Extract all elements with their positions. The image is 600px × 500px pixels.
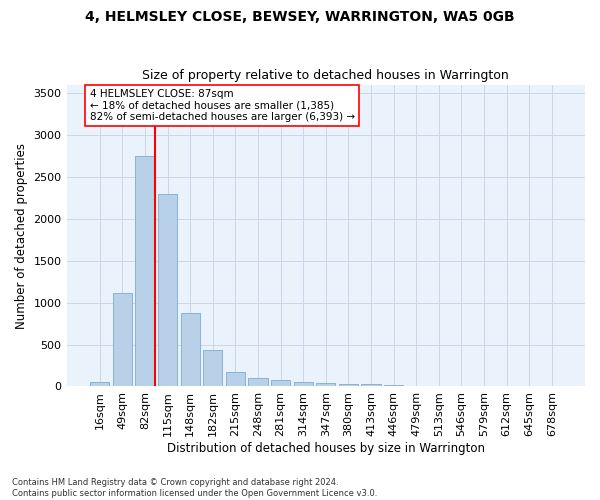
Bar	[158, 194, 177, 386]
Bar	[271, 380, 290, 386]
Y-axis label: Number of detached properties: Number of detached properties	[15, 142, 28, 328]
Text: 4 HELMSLEY CLOSE: 87sqm
← 18% of detached houses are smaller (1,385)
82% of semi: 4 HELMSLEY CLOSE: 87sqm ← 18% of detache…	[89, 88, 355, 122]
Bar	[136, 156, 155, 386]
Bar	[181, 312, 200, 386]
Bar	[248, 378, 268, 386]
X-axis label: Distribution of detached houses by size in Warrington: Distribution of detached houses by size …	[167, 442, 485, 455]
Bar	[90, 382, 109, 386]
Bar	[339, 384, 358, 386]
Bar	[384, 385, 403, 386]
Text: 4, HELMSLEY CLOSE, BEWSEY, WARRINGTON, WA5 0GB: 4, HELMSLEY CLOSE, BEWSEY, WARRINGTON, W…	[85, 10, 515, 24]
Bar	[361, 384, 380, 386]
Bar	[203, 350, 223, 386]
Bar	[316, 383, 335, 386]
Title: Size of property relative to detached houses in Warrington: Size of property relative to detached ho…	[142, 69, 509, 82]
Bar	[113, 294, 132, 386]
Text: Contains HM Land Registry data © Crown copyright and database right 2024.
Contai: Contains HM Land Registry data © Crown c…	[12, 478, 377, 498]
Bar	[226, 372, 245, 386]
Bar	[293, 382, 313, 386]
